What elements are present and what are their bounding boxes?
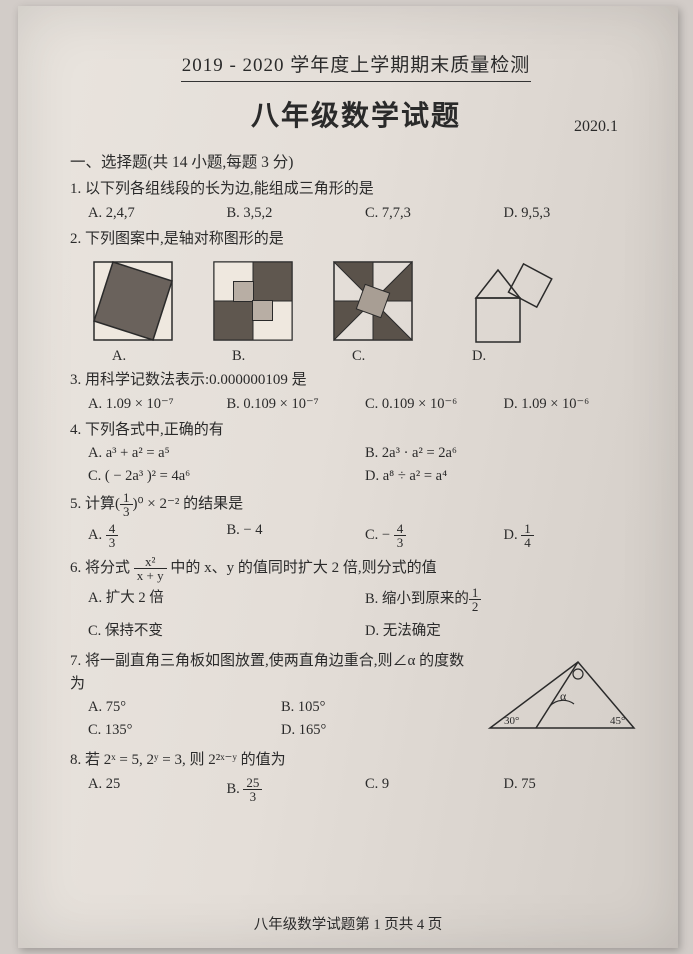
q8-b-frac: 253 [243,776,262,803]
q6-b-frac: 12 [469,586,482,613]
q7-text: 7. 将一副直角三角板如图放置,使两直角边重合,则∠α 的度数为 [70,650,474,695]
q3-opt-d: D. 1.09 × 10⁻⁶ [504,396,643,413]
q8-text: 8. 若 2ˣ = 5, 2ʸ = 3, 则 2²ˣ⁻ʸ 的值为 [70,749,642,772]
q5-opt-b: B. − 4 [227,522,366,549]
q5-c-frac: 43 [394,522,407,549]
q8-b-prefix: B. [227,780,244,796]
q3-opt-a: A. 1.09 × 10⁻⁷ [88,396,227,413]
q5-d-n: 1 [521,522,534,536]
q1-opt-b: B. 3,5,2 [227,205,366,222]
q5-a-prefix: A. [88,527,106,543]
q1-text: 1. 以下列各组线段的长为边,能组成三角形的是 [70,178,642,201]
q2-fig-a [88,256,178,346]
q5-d-prefix: D. [504,527,522,543]
q3-text: 3. 用科学记数法表示:0.000000109 是 [70,369,642,392]
exam-date: 2020.1 [574,118,618,136]
q5-frac: 13 [120,491,133,518]
q5-frac-d: 3 [120,505,133,518]
q4-opt-b: B. 2a³ · a² = 2a⁶ [365,445,642,462]
q3-options: A. 1.09 × 10⁻⁷ B. 0.109 × 10⁻⁷ C. 0.109 … [88,396,642,413]
q2-label-c: C. [328,348,418,365]
q8-opt-b: B. 253 [227,776,366,803]
q5-frac-n: 1 [120,491,133,505]
q7-figure: α 30° 45° [482,646,642,741]
q8-b-d: 3 [243,790,262,803]
q6-opt-b: B. 缩小到原来的12 [365,586,642,613]
header-line: 2019 - 2020 学年度上学期期末质量检测 [70,50,642,77]
q5-c-d: 3 [394,536,407,549]
q7-opt-d: D. 165° [281,722,474,739]
q6-opt-d: D. 无法确定 [365,619,642,640]
q7-30-label: 30° [504,715,519,727]
q7-opt-a: A. 75° [88,699,281,716]
q6-b-prefix: B. 缩小到原来的 [365,591,469,607]
q4-opt-c: C. ( − 2a³ )² = 4a⁶ [88,468,365,485]
q8-opt-c: C. 9 [365,776,504,803]
q7-opt-b: B. 105° [281,699,474,716]
q6-frac-n: x² [134,555,167,569]
q6-text: 6. 将分式 x²x + y 中的 x、y 的值同时扩大 2 倍,则分式的值 [70,555,642,582]
q6-b-d: 2 [469,600,482,613]
q5-a-frac: 43 [106,522,119,549]
q8-opt-d: D. 75 [504,776,643,803]
q5-options: A. 43 B. − 4 C. − 43 D. 14 [88,522,642,549]
q3-opt-b: B. 0.109 × 10⁻⁷ [227,396,366,413]
q5-prefix: 5. 计算( [70,496,120,512]
q5-d-d: 4 [521,536,534,549]
q5-opt-a: A. 43 [88,522,227,549]
q2-figures: A. B. C. [88,256,642,365]
q2-fig-b [208,256,298,346]
q5-c-prefix: C. − [365,527,394,543]
q5-opt-d: D. 14 [504,522,643,549]
q1-opt-d: D. 9,5,3 [504,205,643,222]
q7-opt-c: C. 135° [88,722,281,739]
q5-a-n: 4 [106,522,119,536]
q5-text: 5. 计算(13)⁰ × 2⁻² 的结果是 [70,491,642,518]
section-1-heading: 一、选择题(共 14 小题,每题 3 分) [70,150,642,172]
q6-prefix: 6. 将分式 [70,560,134,576]
q5-suffix: )⁰ × 2⁻² 的结果是 [133,496,244,512]
q8-opt-a: A. 25 [88,776,227,803]
q4-opt-d: D. a⁸ ÷ a² = a⁴ [365,468,642,485]
q4-options: A. a³ + a² = a⁵ B. 2a³ · a² = 2a⁶ C. ( −… [88,445,642,485]
page-footer: 八年级数学试题第 1 页共 4 页 [18,913,678,934]
q2-label-a: A. [88,348,178,365]
q8-b-n: 25 [243,776,262,790]
q3-opt-c: C. 0.109 × 10⁻⁶ [365,396,504,413]
q6-opt-a: A. 扩大 2 倍 [88,586,365,613]
q4-text: 4. 下列各式中,正确的有 [70,419,642,442]
q2-label-d: D. [448,348,558,365]
q2-text: 2. 下列图案中,是轴对称图形的是 [70,228,642,251]
q6-b-n: 1 [469,586,482,600]
q7-45-label: 45° [610,715,625,727]
q6-opt-c: C. 保持不变 [88,619,365,640]
q6-options: A. 扩大 2 倍 B. 缩小到原来的12 C. 保持不变 D. 无法确定 [88,586,642,640]
q5-d-frac: 14 [521,522,534,549]
q6-frac: x²x + y [134,555,167,582]
q2-fig-d [448,256,558,346]
q4-opt-a: A. a³ + a² = a⁵ [88,445,365,462]
q5-a-d: 3 [106,536,119,549]
q2-fig-c [328,256,418,346]
q5-c-n: 4 [394,522,407,536]
q7-alpha-label: α [560,689,567,703]
q1-opt-c: C. 7,7,3 [365,205,504,222]
q6-suffix: 中的 x、y 的值同时扩大 2 倍,则分式的值 [167,560,437,576]
q1-options: A. 2,4,7 B. 3,5,2 C. 7,7,3 D. 9,5,3 [88,205,642,222]
header-underline [181,81,531,82]
q5-opt-c: C. − 43 [365,522,504,549]
main-title: 八年级数学试题 [251,94,461,134]
q1-opt-a: A. 2,4,7 [88,205,227,222]
q2-label-b: B. [208,348,298,365]
q6-frac-d: x + y [134,569,167,582]
q7-options: A. 75° B. 105° C. 135° D. 165° [88,699,474,739]
q8-options: A. 25 B. 253 C. 9 D. 75 [88,776,642,803]
